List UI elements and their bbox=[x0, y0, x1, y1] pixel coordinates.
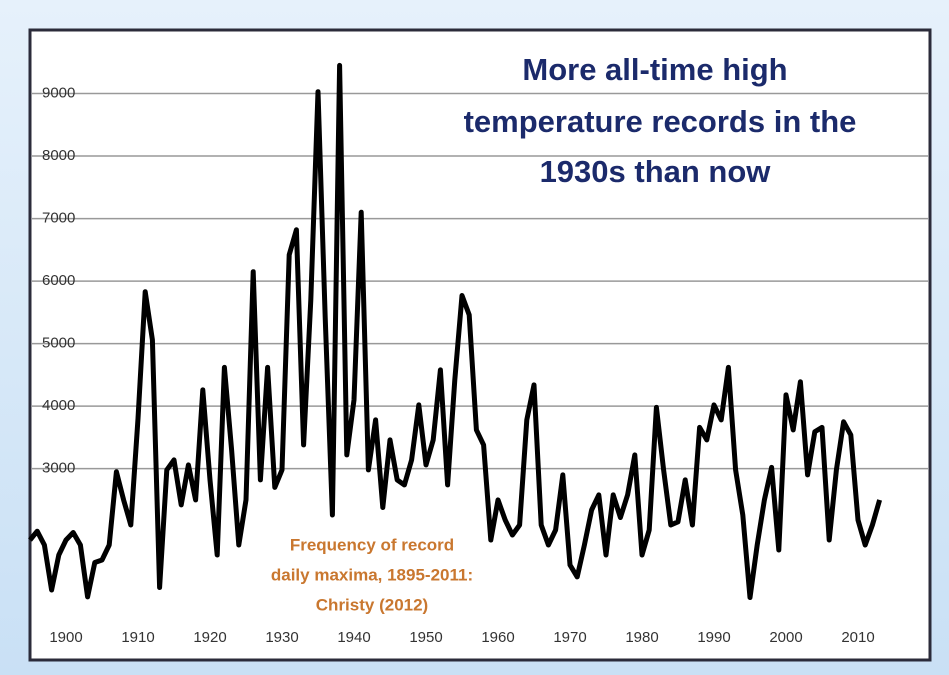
y-tick-label: 8000 bbox=[42, 147, 75, 164]
x-tick-label: 1940 bbox=[337, 629, 370, 646]
title-line: 1930s than now bbox=[540, 154, 772, 189]
x-tick-label: 1990 bbox=[697, 629, 730, 646]
data-line bbox=[28, 62, 883, 600]
x-tick-label: 1980 bbox=[625, 629, 658, 646]
x-tick-label: 1960 bbox=[481, 629, 514, 646]
x-tick-label: 2010 bbox=[841, 629, 874, 646]
annotation-line: daily maxima, 1895-2011: bbox=[271, 565, 473, 584]
x-tick-label: 2000 bbox=[769, 629, 802, 646]
x-tick-label: 1950 bbox=[409, 629, 442, 646]
x-tick-label: 1900 bbox=[49, 629, 82, 646]
annotation-line: Frequency of record bbox=[290, 535, 454, 554]
y-tick-label: 4000 bbox=[42, 397, 75, 414]
y-tick-label: 3000 bbox=[42, 460, 75, 477]
y-tick-label: 6000 bbox=[42, 272, 75, 289]
x-tick-label: 1970 bbox=[553, 629, 586, 646]
title-line: temperature records in the bbox=[464, 104, 857, 139]
x-tick-label: 1910 bbox=[121, 629, 154, 646]
x-tick-label: 1930 bbox=[265, 629, 298, 646]
y-tick-label: 5000 bbox=[42, 335, 75, 352]
y-tick-label: 9000 bbox=[42, 84, 75, 101]
annotation-line: Christy (2012) bbox=[316, 595, 428, 614]
x-tick-label: 1920 bbox=[193, 629, 226, 646]
y-tick-label: 7000 bbox=[42, 210, 75, 227]
plot-frame bbox=[28, 28, 932, 662]
title-line: More all-time high bbox=[522, 52, 787, 87]
